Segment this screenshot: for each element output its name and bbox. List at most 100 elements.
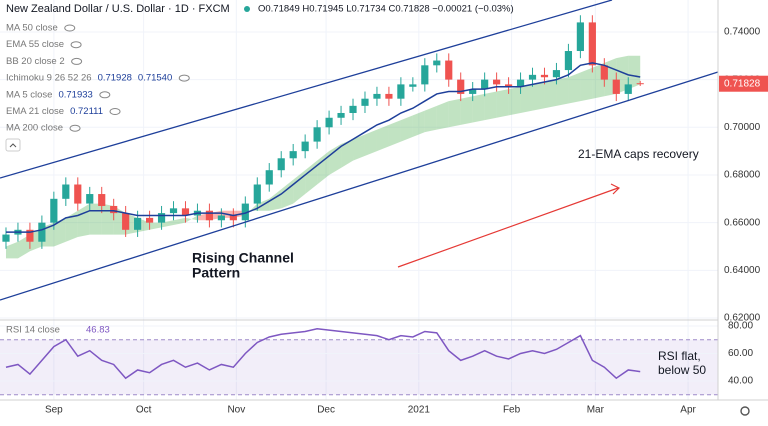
candle-body — [145, 217, 154, 223]
indicator-value: 0.71933 — [58, 89, 92, 100]
cloud-segment — [329, 143, 342, 175]
indicator-value: 0.71928 — [98, 73, 132, 84]
candle-body — [86, 194, 94, 204]
indicator-name: MA 50 close — [6, 23, 58, 34]
candle-body — [588, 22, 596, 66]
cloud-segment — [448, 98, 461, 128]
y-tick-label: 0.66000 — [724, 217, 761, 228]
candle-body — [361, 98, 369, 106]
ohlc-header: O0.71849 H0.71945 L0.71734 C0.71828 −0.0… — [258, 4, 514, 15]
cloud-segment — [580, 67, 593, 102]
indicator-name: EMA 55 close — [6, 39, 64, 50]
candle-body — [552, 70, 561, 78]
visibility-toggle[interactable] — [99, 91, 111, 99]
visibility-toggle[interactable] — [71, 57, 83, 65]
candle-body — [481, 79, 489, 90]
x-tick-label: Apr — [680, 405, 696, 416]
visibility-toggle[interactable] — [70, 41, 82, 49]
indicator-value: 0.71540 — [138, 73, 172, 84]
indicator-name: MA 200 close — [6, 123, 63, 134]
candle-body — [564, 51, 573, 71]
candle-body — [181, 208, 190, 216]
cloud-segment — [628, 55, 641, 90]
cloud-segment — [508, 86, 521, 116]
rsi-tick-label: 60.00 — [728, 348, 753, 359]
cloud-segment — [460, 96, 473, 125]
rsi-line — [5, 327, 641, 380]
x-tick-label: 2021 — [408, 405, 431, 416]
cloud-segment — [173, 217, 186, 226]
candle-body — [98, 194, 106, 206]
candle-body — [504, 84, 513, 87]
candle-body — [253, 184, 261, 204]
candle-body — [134, 217, 142, 230]
candle-body — [349, 105, 357, 113]
x-tick-label: Feb — [503, 405, 521, 416]
y-tick-label: 0.62000 — [724, 313, 761, 324]
cloud-segment — [149, 222, 162, 230]
ema21-line — [5, 62, 641, 233]
visibility-toggle[interactable] — [109, 108, 121, 115]
candle-body — [528, 74, 537, 80]
candle-body — [157, 213, 166, 223]
cloud-segment — [269, 189, 282, 211]
cloud-segment — [472, 93, 485, 123]
candle-body — [337, 112, 345, 118]
cloud-segment — [544, 79, 557, 109]
status-dot — [244, 6, 250, 12]
candle-body — [122, 213, 130, 230]
candle-body — [50, 198, 58, 223]
candle-body — [277, 158, 285, 171]
cloud-segment — [353, 134, 365, 161]
candle-body — [373, 93, 381, 99]
cloud-segment — [568, 72, 581, 104]
candle-body — [2, 234, 10, 242]
candle-body — [74, 184, 82, 204]
visibility-toggle[interactable] — [178, 74, 190, 82]
arrow-head — [610, 183, 621, 195]
rsi-title: RSI 14 close — [6, 325, 60, 336]
candle-body — [229, 215, 237, 221]
cloud-segment — [496, 89, 509, 118]
collapse-button[interactable] — [5, 138, 21, 152]
price-tag — [719, 75, 768, 92]
cloud-segment — [388, 120, 401, 147]
indicator-name: MA 5 close — [6, 89, 52, 100]
candle-body — [445, 60, 453, 80]
cloud-segment — [484, 91, 497, 121]
candle-body — [516, 79, 525, 87]
candle-body — [217, 215, 225, 221]
candle-body — [421, 65, 429, 85]
rsi-tick-label: 40.00 — [728, 376, 753, 387]
candle-body — [110, 205, 118, 214]
candle-body — [205, 210, 214, 221]
y-tick-label: 0.64000 — [724, 265, 761, 276]
indicator-name: EMA 21 close — [6, 106, 64, 117]
candle-body — [397, 84, 405, 99]
annotation: Rising Channel — [192, 250, 294, 266]
visibility-toggle[interactable] — [64, 24, 76, 32]
candle-body — [301, 141, 309, 152]
y-tick-label: 0.70000 — [724, 122, 761, 133]
rsi-tick-label: 80.00 — [728, 321, 753, 332]
candle-body — [457, 79, 465, 94]
visibility-toggle[interactable] — [69, 124, 81, 132]
candle-body — [169, 208, 178, 214]
candle-body — [493, 79, 501, 85]
candle-body — [433, 60, 441, 66]
trend-arrow — [397, 187, 619, 268]
cloud-segment — [520, 84, 533, 113]
candle-body — [265, 170, 273, 185]
candle-body — [636, 83, 644, 85]
chart-title: New Zealand Dollar / U.S. Dollar · 1D · … — [6, 3, 230, 15]
x-tick-label: Nov — [227, 405, 245, 416]
grid — [0, 0, 718, 400]
cloud-segment — [376, 124, 389, 152]
x-tick-label: Dec — [317, 405, 335, 416]
settings-button[interactable] — [740, 406, 750, 416]
cloud-segment — [412, 110, 425, 137]
cloud-segment — [424, 105, 437, 133]
rsi-value: 46.83 — [86, 325, 110, 336]
